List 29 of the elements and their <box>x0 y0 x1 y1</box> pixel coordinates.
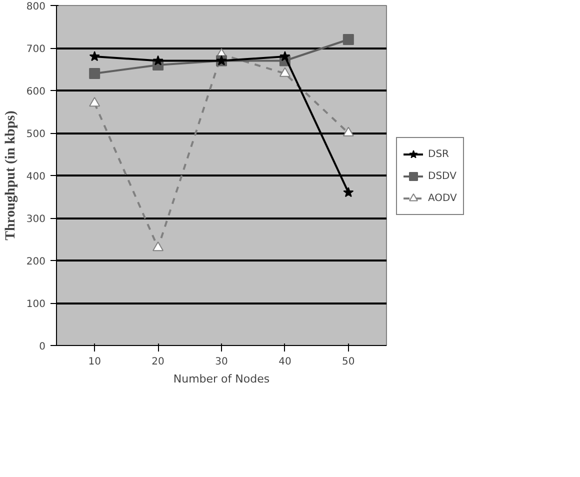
legend-label: AODV <box>428 192 457 204</box>
x-tick-label: 40 <box>278 356 292 368</box>
y-tick-label: 800 <box>26 2 46 12</box>
y-tick-label: 300 <box>26 214 46 225</box>
y-tick-label: 500 <box>26 129 46 140</box>
y-tick-label: 400 <box>26 172 46 182</box>
point <box>89 96 100 107</box>
y-tick-label: 700 <box>26 44 46 55</box>
point <box>279 67 290 77</box>
x-tick-label: 10 <box>88 356 101 368</box>
point <box>89 68 100 79</box>
point <box>152 55 164 66</box>
legend-label: DSR <box>428 148 449 160</box>
point <box>342 34 354 45</box>
y-tick-label: 600 <box>26 86 46 98</box>
y-tick-label: 0 <box>39 342 46 352</box>
point <box>89 51 100 62</box>
x-tick-label: 50 <box>342 356 355 368</box>
point <box>342 126 354 136</box>
y-axis-title: Throughput (in kbps) <box>3 110 18 240</box>
point <box>152 241 164 252</box>
legend-label: DSDV <box>428 170 456 182</box>
y-tick-label: 100 <box>26 299 46 310</box>
y-tick-label: 200 <box>26 256 46 268</box>
x-tick-label: 30 <box>215 356 228 368</box>
point <box>280 51 290 62</box>
x-tick-label: 20 <box>152 356 164 368</box>
x-axis-title: Number of Nodes <box>173 372 270 386</box>
point <box>343 187 354 198</box>
